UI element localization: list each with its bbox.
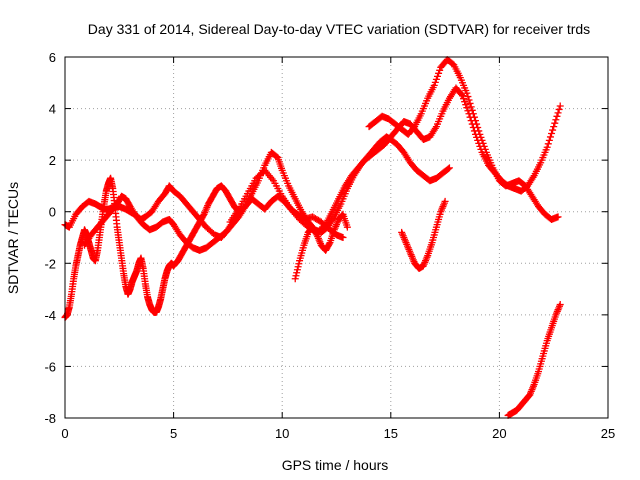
data-point	[343, 223, 351, 231]
data-point	[470, 113, 478, 121]
data-point	[463, 89, 471, 97]
data-point	[469, 110, 477, 118]
x-tick-label: 10	[275, 426, 289, 441]
data-point	[293, 269, 301, 277]
series-track-8	[291, 210, 351, 283]
y-tick-label: -2	[44, 256, 56, 271]
data-point	[445, 164, 453, 172]
series-track-6	[398, 197, 449, 272]
data-point	[291, 275, 299, 283]
data-point	[464, 93, 472, 101]
data-point	[444, 165, 452, 173]
data-point	[465, 96, 473, 104]
series-track-7	[504, 301, 564, 419]
data-point	[555, 105, 563, 113]
data-point	[554, 213, 562, 221]
data-point	[544, 140, 552, 148]
data-marks	[61, 56, 564, 419]
data-point	[549, 126, 557, 134]
y-tick-label: -6	[44, 359, 56, 374]
data-point	[552, 116, 560, 124]
data-point	[474, 123, 482, 131]
data-point	[441, 197, 449, 205]
data-point	[475, 127, 483, 135]
data-point	[436, 66, 444, 74]
data-point	[325, 240, 333, 248]
y-tick-label: -8	[44, 411, 56, 426]
y-tick-label: 4	[49, 102, 56, 117]
data-point	[556, 301, 564, 309]
x-axis-label: GPS time / hours	[282, 457, 389, 473]
x-tick-label: 5	[170, 426, 177, 441]
data-point	[479, 139, 487, 147]
x-tick-label: 15	[384, 426, 398, 441]
data-point	[293, 266, 301, 274]
data-point	[545, 136, 553, 144]
data-point	[478, 136, 486, 144]
data-point	[543, 143, 551, 151]
y-tick-label: 0	[49, 205, 56, 220]
data-point	[480, 142, 488, 150]
data-point	[460, 95, 468, 103]
data-point	[432, 75, 440, 83]
data-point	[556, 102, 564, 110]
data-point	[463, 104, 471, 112]
plot-frame	[64, 56, 609, 419]
data-point	[294, 263, 302, 271]
data-point	[461, 98, 469, 106]
data-point	[431, 78, 439, 86]
data-point	[481, 145, 489, 153]
data-point	[466, 99, 474, 107]
axis-ticks: 0 5 10 15 20 25 -8 -6 -4 -2 0 2 4 6	[44, 50, 615, 441]
data-point	[457, 90, 465, 98]
data-point	[473, 120, 481, 128]
x-tick-label: 25	[601, 426, 615, 441]
data-point	[435, 69, 443, 77]
data-point	[472, 117, 480, 125]
data-point	[199, 212, 207, 220]
data-point	[467, 103, 475, 111]
data-point	[312, 230, 320, 238]
data-point	[546, 133, 554, 141]
y-tick-label: 2	[49, 153, 56, 168]
x-tick-label: 0	[61, 426, 68, 441]
y-tick-label: 6	[49, 50, 56, 65]
data-point	[292, 272, 300, 280]
data-point	[476, 130, 484, 138]
data-point	[477, 133, 485, 141]
data-point	[295, 260, 303, 268]
y-tick-label: -4	[44, 308, 56, 323]
data-point	[554, 109, 562, 117]
series-track-5	[365, 56, 562, 223]
data-point	[553, 112, 561, 120]
data-point	[430, 81, 438, 89]
data-point	[458, 92, 466, 100]
data-point	[433, 72, 441, 80]
y-axis-label: SDTVAR / TECUs	[5, 182, 21, 294]
x-tick-label: 20	[492, 426, 506, 441]
data-point	[462, 101, 470, 109]
series-track-2	[61, 174, 243, 321]
data-point	[548, 129, 556, 137]
data-point	[339, 234, 347, 241]
data-point	[550, 123, 558, 131]
data-point	[551, 119, 559, 127]
data-point	[468, 106, 476, 114]
chart-title: Day 331 of 2014, Sidereal Day-to-day VTE…	[88, 21, 590, 37]
